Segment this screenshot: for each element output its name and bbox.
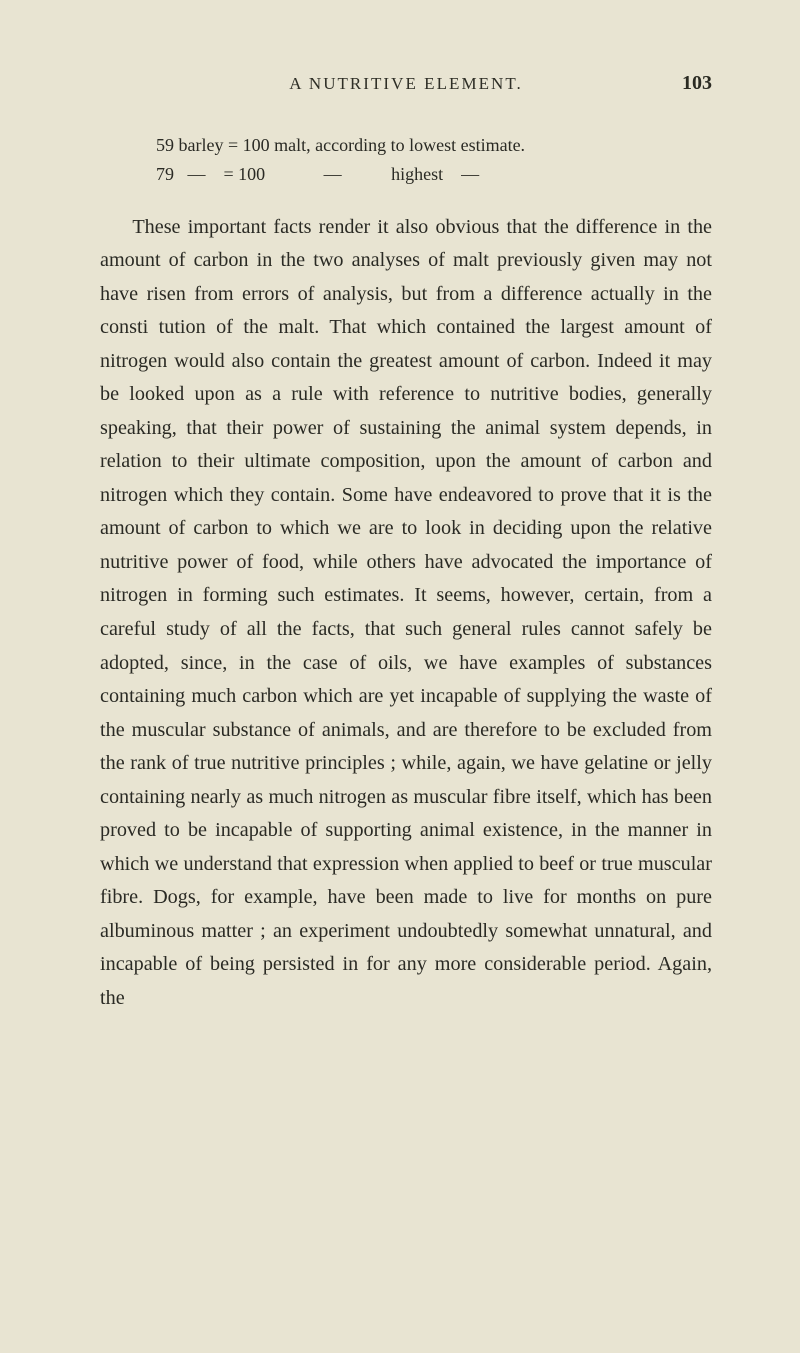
body-text: These important facts render it also obv… — [100, 216, 712, 1009]
scanned-page: A NUTRITIVE ELEMENT. 103 59 barley = 100… — [0, 0, 800, 1353]
body-paragraph: These important facts render it also obv… — [100, 211, 712, 1016]
running-head: A NUTRITIVE ELEMENT. — [156, 74, 656, 94]
page-number: 103 — [656, 72, 712, 95]
equation-line-2: 79 — = 100 — highest — — [156, 160, 712, 189]
equation-block: 59 barley = 100 malt, according to lowes… — [100, 131, 712, 189]
page-header: A NUTRITIVE ELEMENT. 103 — [100, 72, 712, 95]
equation-line-1: 59 barley = 100 malt, according to lowes… — [156, 131, 712, 160]
